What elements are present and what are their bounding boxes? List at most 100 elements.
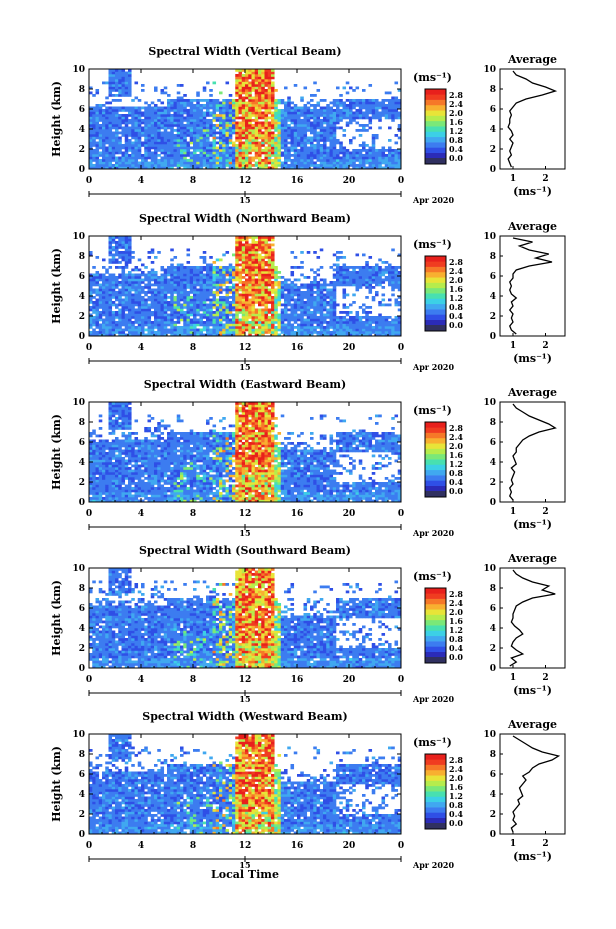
- heatmap-cell: [261, 69, 265, 72]
- heatmap-cell: [128, 296, 132, 299]
- heatmap-cell: [180, 271, 184, 274]
- heatmap-cell: [248, 129, 252, 132]
- heatmap-cell: [124, 154, 129, 157]
- heatmap-cell: [124, 266, 129, 269]
- heatmap-cell: [154, 131, 158, 135]
- heatmap-cell: [241, 134, 246, 137]
- heatmap-cell: [154, 159, 158, 162]
- heatmap-cell: [316, 164, 321, 167]
- heatmap-cell: [339, 276, 343, 279]
- heatmap-cell: [128, 261, 132, 264]
- heatmap-cell: [89, 323, 93, 327]
- heatmap-cell: [271, 69, 275, 72]
- heatmap-cell: [297, 116, 301, 120]
- heatmap-cell: [303, 159, 308, 162]
- heatmap-cell: [141, 271, 145, 274]
- heatmap-cell: [313, 251, 317, 254]
- heatmap-cell: [388, 146, 392, 150]
- heatmap-cell: [89, 156, 93, 160]
- heatmap-cell: [241, 306, 246, 309]
- heatmap-cell: [329, 116, 334, 120]
- heatmap-cell: [381, 154, 386, 157]
- heatmap-cell: [124, 306, 129, 309]
- heatmap-cell: [189, 271, 194, 274]
- heatmap-cell: [378, 316, 382, 319]
- heatmap-cell: [287, 116, 291, 120]
- heatmap-cell: [345, 104, 350, 107]
- heatmap-cell: [212, 278, 217, 282]
- heatmap-cell: [319, 146, 324, 150]
- heatmap-cell: [212, 164, 217, 167]
- heatmap-cell: [391, 159, 395, 162]
- heatmap-cell: [345, 313, 350, 317]
- heatmap-cell: [209, 281, 213, 284]
- heatmap-cell: [186, 121, 191, 125]
- heatmap-cell: [264, 111, 269, 115]
- colorbar-segment: [425, 152, 446, 159]
- heatmap-cell: [254, 94, 259, 97]
- heatmap-cell: [238, 311, 243, 314]
- heatmap-cell: [241, 308, 246, 312]
- heatmap-cell: [248, 124, 252, 127]
- heatmap-cell: [323, 288, 327, 292]
- heatmap-cell: [95, 323, 100, 327]
- heatmap-cell: [342, 86, 347, 90]
- heatmap-cell: [339, 271, 343, 274]
- heatmap-cell: [378, 104, 382, 107]
- heatmap-cell: [303, 131, 308, 135]
- heatmap-cell: [111, 283, 116, 287]
- heatmap-cell: [258, 326, 262, 329]
- heatmap-cell: [271, 101, 275, 105]
- heatmap-cell: [267, 246, 272, 249]
- heatmap-cell: [183, 154, 187, 157]
- heatmap-cell: [248, 106, 252, 110]
- heatmap-cell: [212, 109, 217, 112]
- heatmap-cell: [251, 301, 256, 304]
- heatmap-cell: [92, 129, 96, 132]
- heatmap-cell: [157, 328, 161, 332]
- heatmap-cell: [98, 126, 103, 130]
- heatmap-cell: [264, 79, 269, 82]
- heatmap-cell: [160, 303, 165, 307]
- heatmap-cell: [336, 156, 340, 160]
- heatmap-cell: [124, 139, 129, 142]
- heatmap-cell: [118, 76, 122, 80]
- heatmap-cell: [222, 149, 226, 152]
- heatmap-cell: [368, 116, 373, 120]
- heatmap-cell: [222, 331, 226, 334]
- heatmap-cell: [258, 126, 262, 130]
- heatmap-cell: [388, 109, 392, 112]
- heatmap-cell: [173, 136, 178, 140]
- heatmap-cell: [323, 283, 327, 287]
- heatmap-cell: [111, 276, 116, 279]
- heatmap-cell: [131, 119, 135, 122]
- heatmap-cell: [319, 121, 324, 125]
- heatmap-cell: [170, 328, 174, 332]
- heatmap-cell: [95, 326, 100, 329]
- heatmap-cell: [115, 94, 119, 97]
- heatmap-cell: [323, 114, 327, 117]
- heatmap-cell: [368, 119, 373, 122]
- heatmap-cell: [371, 99, 376, 102]
- heatmap-cell: [202, 131, 207, 135]
- heatmap-cell: [329, 266, 334, 269]
- heatmap-cell: [319, 139, 324, 142]
- heatmap-cell: [111, 81, 116, 85]
- heatmap-cell: [98, 328, 103, 332]
- heatmap-cell: [170, 156, 174, 160]
- heatmap-cell: [222, 316, 226, 319]
- heatmap-cell: [277, 141, 282, 145]
- heatmap-cell: [105, 286, 109, 289]
- heatmap-cell: [167, 308, 171, 312]
- heatmap-cell: [232, 106, 236, 110]
- heatmap-cell: [241, 326, 246, 329]
- heatmap-cell: [150, 131, 155, 135]
- heatmap-cell: [199, 106, 204, 110]
- heatmap-cell: [150, 326, 155, 329]
- heatmap-cell: [92, 159, 96, 162]
- heatmap-cell: [111, 86, 116, 90]
- heatmap-cell: [134, 151, 139, 155]
- heatmap-cell: [280, 114, 285, 117]
- heatmap-cell: [342, 331, 347, 334]
- heatmap-cell: [115, 159, 119, 162]
